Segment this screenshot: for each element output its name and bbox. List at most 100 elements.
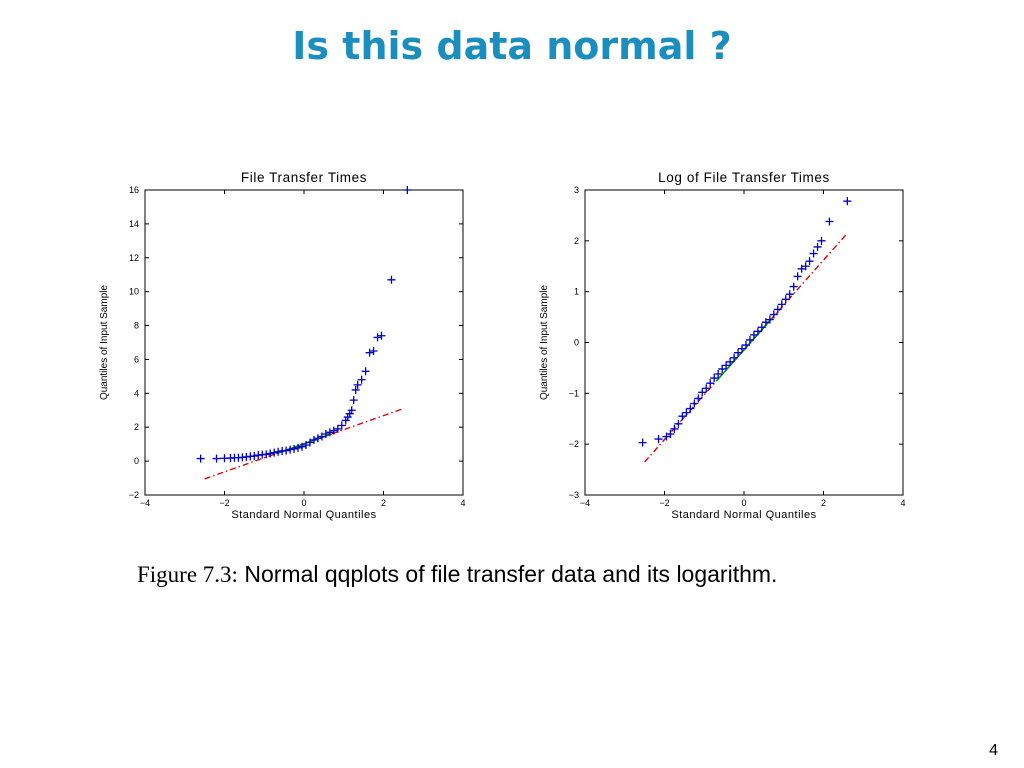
chart-0-data-point [309,435,318,444]
chart-1-ytick-label: −3 [569,490,579,500]
chart-0-ytick-label: 14 [129,219,139,229]
chart-1-ytick-label: 3 [574,185,579,195]
chart-1-data-point [710,374,719,383]
chart-1-data-point [801,262,810,271]
chart-1-data-point [741,341,750,350]
chart-0-ytick-label: 12 [129,253,139,263]
chart-1-data-point [706,379,715,388]
chart-1-title: Log of File Transfer Times [658,170,830,185]
chart-1-xtick-label: −4 [580,498,590,508]
chart-0-xtick-label: 4 [460,498,465,508]
chart-0-data-point [353,380,362,389]
chart-0-data-point [361,367,370,376]
chart-1-data-point [843,197,852,206]
chart-1-reference-segment-iqr [715,317,773,382]
chart-0-data-point [262,450,271,459]
chart-0-title: File Transfer Times [241,170,367,185]
chart-0-data-point [270,448,279,457]
chart-1-ytick-label: 0 [574,338,579,348]
chart-0-data-point [345,409,354,418]
chart-0-data-point [313,434,322,443]
chart-0-data-point [333,424,342,433]
chart-1-xtick-label: 0 [741,498,746,508]
chart-0-ytick-label: 8 [134,321,139,331]
chart-1-data-point [805,257,814,266]
chart-0-plot-frame [144,189,464,496]
chart-1-data-point [738,344,747,353]
chart-1-data-point [765,315,774,324]
chart-0-data-point [274,447,283,456]
chart-1-data-point [690,399,699,408]
chart-0-data-point [347,406,356,415]
chart-0-data-point [403,186,412,194]
chart-0-y-axis-label: Quantiles of Input Sample [99,285,110,401]
figure-caption: Figure 7.3: Normal qqplots of file trans… [137,561,777,588]
chart-1-data-point [773,305,782,314]
chart-1-plot-frame [584,189,904,496]
chart-1-data-point [698,388,707,397]
chart-1-data-point [785,290,794,299]
chart-1-ytick-label: −2 [569,439,579,449]
chart-0-data-point [343,413,352,422]
chart-1-data-point [686,404,695,413]
chart-0-data-point [250,452,259,461]
chart-0-data-point [329,426,338,435]
chart-1-xtick-label: 2 [821,498,826,508]
chart-1-data-point [817,236,826,245]
chart-0-data-point [373,333,382,342]
chart-0-ytick-label: 10 [129,287,139,297]
chart-0-data-point [351,385,360,394]
chart-1-xtick-label: 4 [900,498,905,508]
chart-1-data-point [702,384,711,393]
chart-0-data-point [349,396,358,405]
chart-0-data-point [357,375,366,384]
chart-1-data-point [722,361,731,370]
chart-1-data-point [726,357,735,366]
chart-1-data-point [718,364,727,373]
chart-1-data-point [793,272,802,281]
chart-1-data-point [745,335,754,344]
chart-1-data-point [769,310,778,319]
chart-1-xtick-label: −2 [659,498,669,508]
chart-0-ytick-label: 16 [129,185,139,195]
chart-1-data-point [682,408,691,417]
chart-0-xtick-label: 0 [301,498,306,508]
chart-1-data-point [674,419,683,428]
chart-0-ytick-label: 2 [134,422,139,432]
chart-1-x-axis-label: Standard Normal Quantiles [671,509,816,521]
chart-1-data-point [678,412,687,421]
chart-0-data-point [266,449,275,458]
chart-1-data-point [670,424,679,433]
chart-0-data-point [321,430,330,438]
qqplot-log-file-transfer-times: Log of File Transfer Times −4 −2 0 2 4 −3 −2 −1 0… [539,170,906,521]
chart-1-data-point [809,249,818,258]
chart-0-data-point [212,454,221,463]
chart-1-ytick-label: 1 [574,287,579,297]
chart-0-xtick-label: 2 [381,498,386,508]
chart-1-data-point [666,430,675,438]
chart-0-xtick-label: −4 [140,498,150,508]
chart-0-reference-line [204,407,404,480]
chart-0-ytick-label: 0 [134,456,139,466]
chart-1-data-point [654,435,663,444]
qqplot-file-transfer-times: File Transfer Times−4 −2 0 2 4−2024681012141… [99,170,466,521]
chart-0-data-point [196,454,205,463]
chart-1-ytick-label: 2 [574,236,579,246]
figure-caption-label: Figure 7.3: [137,562,238,587]
chart-0-data-point [290,444,299,453]
slide-title: Is this data normal ? [292,24,732,68]
chart-0-ytick-label: −2 [129,490,139,500]
chart-1-data-point [757,323,766,332]
chart-1-y-axis-label: Quantiles of Input Sample [539,285,550,401]
chart-0-xtick-label: −2 [219,498,229,508]
chart-0-data-point [377,331,386,340]
chart-1-data-point [777,300,786,309]
chart-0-data-point [286,445,295,454]
chart-1-data-point [734,348,743,357]
chart-0-data-point [341,416,350,425]
chart-1-data-point [825,217,834,226]
figure-caption-text: Normal qqplots of file transfer data and… [237,561,778,587]
chart-1-data-point [781,295,790,304]
chart-1-ytick-label: −1 [569,388,579,398]
chart-0-data-point [369,346,378,355]
